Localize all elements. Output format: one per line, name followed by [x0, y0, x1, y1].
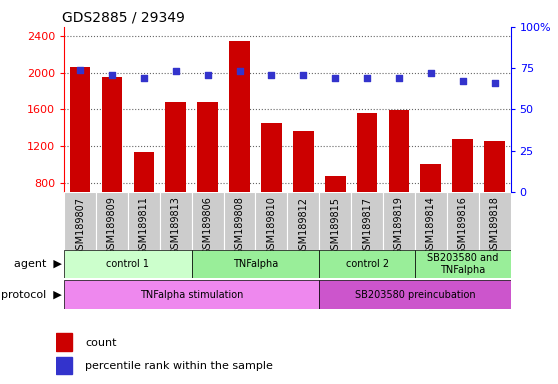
FancyBboxPatch shape: [64, 192, 96, 250]
Bar: [133, 152, 154, 256]
Text: GSM189807: GSM189807: [75, 197, 85, 256]
Text: GSM189809: GSM189809: [107, 197, 117, 255]
Point: [171, 68, 180, 74]
Text: GSM189817: GSM189817: [362, 197, 372, 256]
Bar: [165, 102, 186, 256]
Bar: [261, 123, 282, 256]
Point: [235, 68, 244, 74]
Point: [426, 70, 435, 76]
Bar: [484, 141, 505, 256]
FancyBboxPatch shape: [415, 250, 511, 278]
FancyBboxPatch shape: [447, 192, 479, 250]
Text: GSM189806: GSM189806: [203, 197, 213, 255]
Point: [108, 72, 117, 78]
Bar: [325, 176, 345, 256]
Bar: [198, 102, 218, 256]
Text: TNFalpha: TNFalpha: [233, 259, 278, 269]
Text: SB203580 and
TNFalpha: SB203580 and TNFalpha: [427, 253, 498, 275]
Text: GSM189812: GSM189812: [299, 197, 309, 256]
FancyBboxPatch shape: [64, 280, 319, 309]
Text: control 2: control 2: [345, 259, 388, 269]
Text: protocol  ▶: protocol ▶: [1, 290, 61, 300]
FancyBboxPatch shape: [319, 250, 415, 278]
FancyBboxPatch shape: [415, 192, 447, 250]
Point: [203, 72, 212, 78]
FancyBboxPatch shape: [287, 192, 319, 250]
Bar: [56, 356, 72, 374]
Bar: [388, 110, 410, 256]
Text: GSM189810: GSM189810: [266, 197, 276, 255]
FancyBboxPatch shape: [319, 280, 511, 309]
Bar: [102, 77, 122, 256]
Text: TNFalpha stimulation: TNFalpha stimulation: [140, 290, 243, 300]
Point: [76, 67, 85, 73]
Bar: [70, 67, 90, 256]
Point: [140, 75, 148, 81]
Text: GSM189816: GSM189816: [458, 197, 468, 255]
Bar: [229, 41, 250, 256]
Text: GSM189808: GSM189808: [234, 197, 244, 255]
Text: GSM189815: GSM189815: [330, 197, 340, 256]
FancyBboxPatch shape: [192, 250, 319, 278]
FancyBboxPatch shape: [128, 192, 160, 250]
Text: percentile rank within the sample: percentile rank within the sample: [85, 361, 273, 371]
Point: [299, 72, 308, 78]
Bar: [293, 131, 314, 256]
Text: GSM189818: GSM189818: [489, 197, 499, 255]
Text: count: count: [85, 338, 117, 348]
Text: SB203580 preincubation: SB203580 preincubation: [354, 290, 475, 300]
FancyBboxPatch shape: [192, 192, 224, 250]
Point: [395, 75, 403, 81]
Point: [490, 80, 499, 86]
FancyBboxPatch shape: [351, 192, 383, 250]
FancyBboxPatch shape: [383, 192, 415, 250]
FancyBboxPatch shape: [256, 192, 287, 250]
FancyBboxPatch shape: [479, 192, 511, 250]
Point: [363, 75, 372, 81]
FancyBboxPatch shape: [224, 192, 256, 250]
FancyBboxPatch shape: [96, 192, 128, 250]
Bar: [453, 139, 473, 256]
Text: agent  ▶: agent ▶: [13, 259, 61, 269]
Point: [458, 78, 467, 84]
Text: GSM189811: GSM189811: [139, 197, 149, 255]
FancyBboxPatch shape: [319, 192, 351, 250]
Text: GSM189813: GSM189813: [171, 197, 181, 255]
FancyBboxPatch shape: [64, 250, 192, 278]
Text: GSM189819: GSM189819: [394, 197, 404, 255]
Bar: [56, 333, 72, 351]
Point: [331, 75, 340, 81]
Text: GDS2885 / 29349: GDS2885 / 29349: [62, 10, 185, 24]
Bar: [421, 164, 441, 256]
Text: GSM189814: GSM189814: [426, 197, 436, 255]
Bar: [357, 113, 377, 256]
Text: control 1: control 1: [107, 259, 150, 269]
FancyBboxPatch shape: [160, 192, 192, 250]
Point: [267, 72, 276, 78]
